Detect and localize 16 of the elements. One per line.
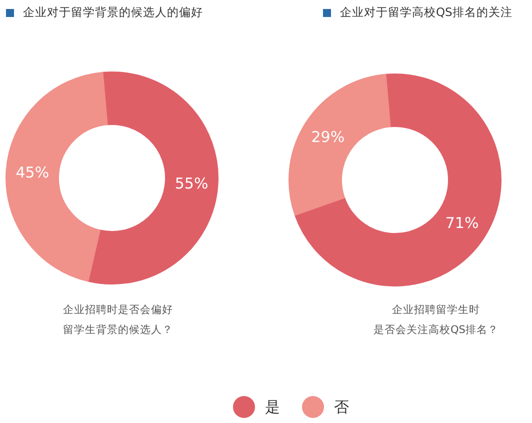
data-label: 71% — [445, 214, 479, 232]
donut-slice — [88, 72, 218, 284]
data-label: 55% — [174, 174, 208, 193]
legend-label: 否 — [334, 398, 349, 416]
data-label: 29% — [311, 128, 345, 146]
donut-slice — [294, 74, 502, 286]
legend-label: 是 — [265, 398, 280, 416]
chart-title: 企业对于留学高校QS排名的关注 — [340, 5, 512, 20]
text: 企业招聘时是否会偏好 — [62, 303, 174, 317]
text: 是否会关注高校QS排名？ — [372, 323, 500, 337]
donut-slice — [6, 72, 108, 282]
text: 留学生背景的候选人？ — [62, 323, 174, 337]
text: 企业招聘留学生时 — [391, 303, 481, 317]
donut-slice — [288, 74, 391, 216]
chart-title: 企业对于留学背景的候选人的偏好 — [23, 5, 203, 20]
data-label: 45% — [16, 163, 50, 182]
